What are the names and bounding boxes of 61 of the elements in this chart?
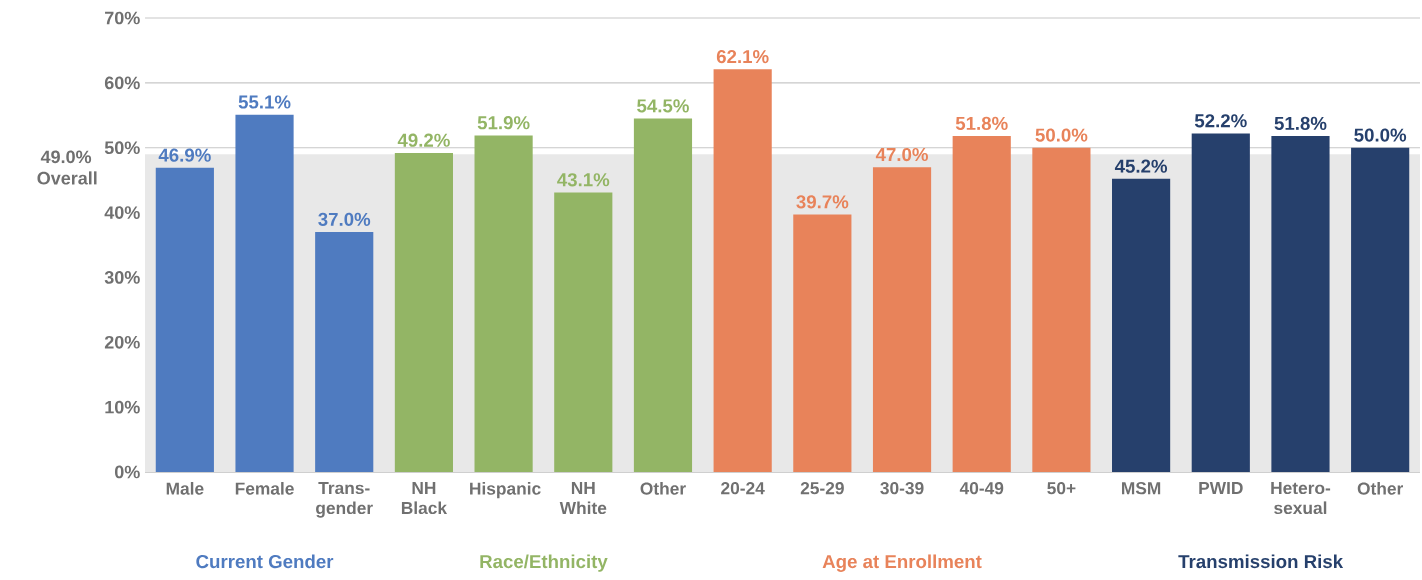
bar xyxy=(952,136,1011,472)
data-label: 50.0% xyxy=(1354,128,1407,142)
x-tick-label: NH Black xyxy=(401,482,448,515)
bar xyxy=(315,232,374,472)
y-tick-label: 60% xyxy=(104,76,140,90)
y-tick-label: 20% xyxy=(104,335,140,349)
bar xyxy=(1032,147,1091,472)
y-tick-label: 70% xyxy=(105,11,140,25)
bar xyxy=(1191,133,1250,472)
y-tick-label: 30% xyxy=(104,271,140,284)
bar xyxy=(474,135,533,472)
x-tick-label: PWID xyxy=(1199,482,1243,494)
bar xyxy=(155,167,214,472)
data-label: 51.8% xyxy=(955,116,1008,130)
text: Age at Enrollment xyxy=(822,554,982,572)
text: Current Gender xyxy=(196,554,334,569)
x-tick-label: Female xyxy=(235,482,294,495)
text: Race/Ethnicity xyxy=(480,554,608,572)
x-tick-label: 40-49 xyxy=(959,482,1004,495)
x-tick-label: MSM xyxy=(1122,482,1161,495)
data-label: 47.0% xyxy=(875,147,928,162)
bar xyxy=(1271,136,1330,472)
bar xyxy=(872,167,932,472)
x-tick-label: Hispanic xyxy=(470,482,541,499)
x-tick-label: Hetero-sexual xyxy=(1271,482,1331,515)
x-tick-label: Other xyxy=(640,482,686,495)
data-label: 50.0% xyxy=(1035,128,1088,142)
band-label: 49.0% Overall xyxy=(37,150,97,185)
bar xyxy=(793,214,852,472)
data-label: 49.2% xyxy=(397,133,450,147)
data-label: 43.1% xyxy=(557,173,610,187)
x-tick-label: Male xyxy=(166,482,204,495)
data-label: 45.2% xyxy=(1114,159,1168,173)
bar xyxy=(235,114,294,472)
x-tick-label: NH White xyxy=(559,482,607,515)
y-tick-label: 10% xyxy=(105,400,140,414)
bar xyxy=(554,192,613,472)
bar xyxy=(633,118,693,472)
bar xyxy=(394,152,453,472)
data-label: 62.1% xyxy=(716,49,769,64)
data-label: 55.1% xyxy=(238,95,291,109)
y-tick-label: 50% xyxy=(104,141,140,155)
data-label: 46.9% xyxy=(158,148,211,162)
x-tick-label: 25-29 xyxy=(800,482,844,495)
data-label: 52.2% xyxy=(1194,114,1247,128)
data-label: 37.0% xyxy=(318,212,371,226)
data-label: 51.9% xyxy=(477,116,530,130)
y-tick-label: 40% xyxy=(104,206,140,219)
x-tick-label: 30-39 xyxy=(880,482,924,495)
x-tick-label: Other xyxy=(1357,482,1404,495)
x-tick-label: 50+ xyxy=(1047,482,1076,495)
bar xyxy=(1351,147,1410,472)
bar xyxy=(1112,178,1171,472)
x-tick-label: Trans-gender xyxy=(316,482,373,518)
data-label: 54.5% xyxy=(637,99,689,113)
data-label: 51.8% xyxy=(1274,116,1327,130)
bar xyxy=(713,69,772,472)
data-label: 39.7% xyxy=(796,195,849,209)
text: Transmission Risk xyxy=(1178,554,1344,569)
x-tick-label: 20-24 xyxy=(721,482,765,495)
y-tick-label: 0% xyxy=(114,465,140,479)
